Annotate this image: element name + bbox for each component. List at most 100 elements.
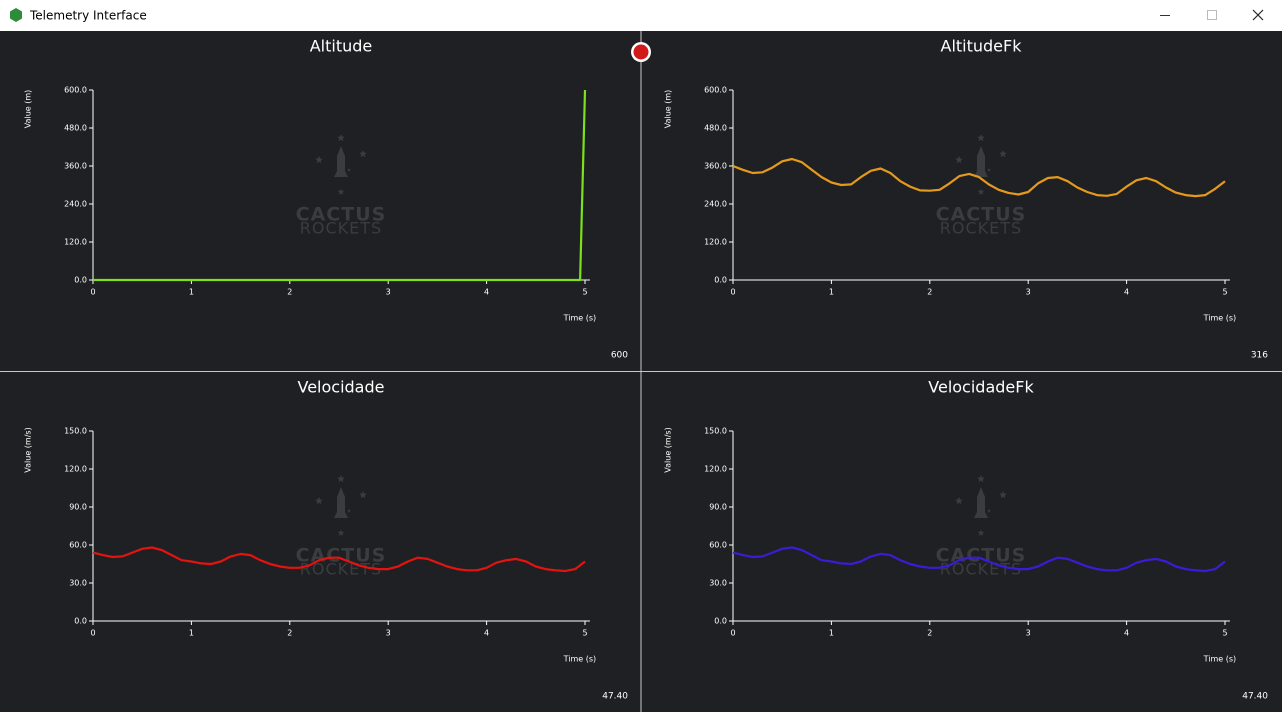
x-tick-label: 2 [287,288,292,297]
y-tick-label: 120.0 [704,238,727,247]
watermark-star [987,168,991,172]
y-tick-label: 60.0 [709,541,727,550]
x-tick-label: 3 [386,629,391,638]
readout-value: 316 [1251,351,1268,361]
watermark-text: ROCKETS [940,219,1022,238]
watermark-text: CACTUS [936,204,1027,226]
watermark-star [955,156,963,164]
y-tick-label: 600.0 [704,86,727,95]
x-tick-label: 4 [484,288,489,297]
data-line [93,89,587,282]
title-bar [0,0,1282,31]
watermark-star [347,509,351,513]
watermark-star [977,188,985,195]
watermark-star [337,475,345,483]
maximize-button[interactable] [1207,10,1217,20]
x-axis-label: Time (s) [1203,655,1237,664]
x-tick-label: 2 [287,629,292,638]
x-tick-label: 0 [730,629,735,638]
y-tick-label: 30.0 [69,579,87,588]
y-tick-label: 0.0 [74,617,87,626]
x-tick-label: 2 [927,629,932,638]
watermark-text: CACTUS [296,204,387,226]
x-axis-label: Time (s) [1203,314,1237,323]
readout-value: 600 [611,351,628,361]
x-tick-label: 5 [1222,629,1227,638]
y-tick-label: 150.0 [64,427,87,436]
y-tick-label: 120.0 [704,465,727,474]
x-tick-label: 5 [582,629,587,638]
y-axis-label: Value (m) [24,90,33,129]
x-tick-label: 1 [829,629,834,638]
chart-title: Altitude [310,37,373,56]
watermark-star [315,156,323,164]
watermark-text: ROCKETS [300,560,382,579]
data-line [732,157,1226,198]
y-tick-label: 120.0 [64,238,87,247]
record-indicator [633,44,649,60]
y-tick-label: 90.0 [69,503,87,512]
watermark-rocket [974,487,988,518]
watermark-star [359,150,367,158]
x-tick-label: 3 [1026,629,1031,638]
y-tick-label: 30.0 [709,579,727,588]
watermark-star [337,529,345,536]
watermark-star [999,150,1007,158]
y-axis-label: Value (m/s) [24,427,33,472]
watermark-star [955,497,963,505]
readout-value: 47.40 [1242,692,1268,702]
data-line [732,546,1226,573]
y-tick-label: 360.0 [64,162,87,171]
readout-value: 47.40 [602,692,628,702]
x-tick-label: 1 [189,629,194,638]
watermark-star [977,475,985,483]
y-tick-label: 150.0 [704,427,727,436]
y-tick-label: 360.0 [704,162,727,171]
y-tick-label: 0.0 [714,276,727,285]
y-tick-label: 60.0 [69,541,87,550]
chart-title: AltitudeFk [941,37,1023,56]
y-axis-label: Value (m/s) [664,427,673,472]
x-axis-label: Time (s) [563,314,597,323]
x-tick-label: 4 [1124,629,1129,638]
app-icon [10,8,22,22]
x-tick-label: 0 [730,288,735,297]
watermark-star [337,134,345,142]
watermark-star [977,529,985,536]
x-tick-label: 5 [1222,288,1227,297]
watermark-star [987,509,991,513]
chart-title: Velocidade [298,378,385,397]
x-tick-label: 1 [189,288,194,297]
y-tick-label: 240.0 [64,200,87,209]
x-tick-label: 3 [386,288,391,297]
watermark-rocket [334,146,348,177]
window-title: Telemetry Interface [29,9,147,23]
y-tick-label: 480.0 [64,124,87,133]
x-tick-label: 0 [90,288,95,297]
x-tick-label: 3 [1026,288,1031,297]
x-tick-label: 0 [90,629,95,638]
watermark-star [337,188,345,195]
chart-title: VelocidadeFk [928,378,1034,397]
y-tick-label: 600.0 [64,86,87,95]
x-tick-label: 1 [829,288,834,297]
y-axis-label: Value (m) [664,90,673,129]
x-tick-label: 2 [927,288,932,297]
x-tick-label: 4 [484,629,489,638]
data-line [92,546,586,573]
y-tick-label: 0.0 [714,617,727,626]
x-axis-label: Time (s) [563,655,597,664]
y-tick-label: 90.0 [709,503,727,512]
watermark-star [977,134,985,142]
watermark-rocket [974,146,988,177]
close-button[interactable] [1252,9,1264,21]
watermark-star [359,491,367,499]
watermark-star [999,491,1007,499]
x-tick-label: 5 [582,288,587,297]
watermark-text: ROCKETS [940,560,1022,579]
x-tick-label: 4 [1124,288,1129,297]
y-tick-label: 480.0 [704,124,727,133]
